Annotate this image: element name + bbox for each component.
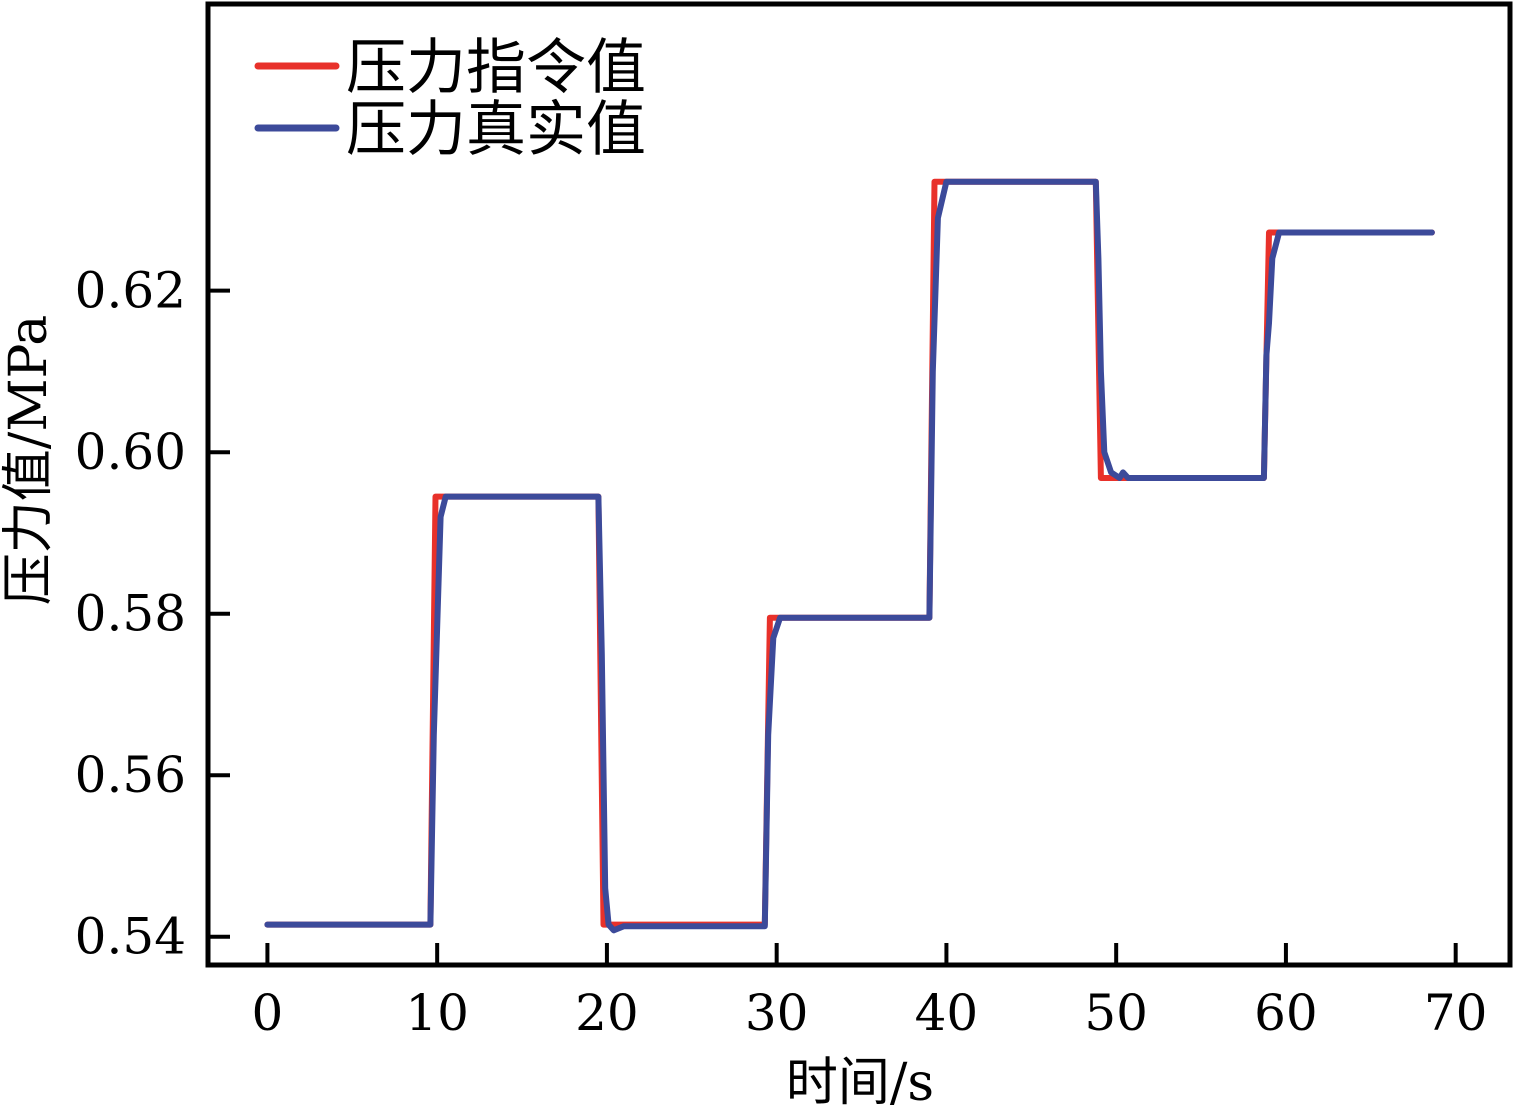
y-tick-label: 0.58 [75,585,186,643]
y-tick-label: 0.60 [75,423,186,481]
x-axis-label: 时间/s [786,1053,934,1113]
x-tick-label: 30 [745,984,809,1042]
legend-label-1: 压力指令值 [346,33,646,103]
x-tick-label: 70 [1424,984,1488,1042]
x-tick-label: 50 [1084,984,1148,1042]
y-tick-label: 0.56 [75,746,186,804]
x-axis: 0 10 20 30 40 50 60 70 [252,943,1488,1042]
y-axis-label: 压力值/MPa [0,315,59,605]
x-tick-label: 40 [915,984,979,1042]
y-tick-label: 0.62 [75,262,186,320]
x-tick-label: 20 [575,984,639,1042]
legend-label-2: 压力真实值 [346,95,646,165]
y-tick-label: 0.54 [75,908,186,966]
plot-frame [205,1,1513,968]
x-tick-label: 60 [1254,984,1318,1042]
x-tick-label: 0 [252,984,284,1042]
x-tick-label: 10 [405,984,469,1042]
series-layer [264,178,1435,934]
series-line-2 [264,178,1435,934]
y-axis: 0.54 0.56 0.58 0.60 0.62 [75,262,230,966]
